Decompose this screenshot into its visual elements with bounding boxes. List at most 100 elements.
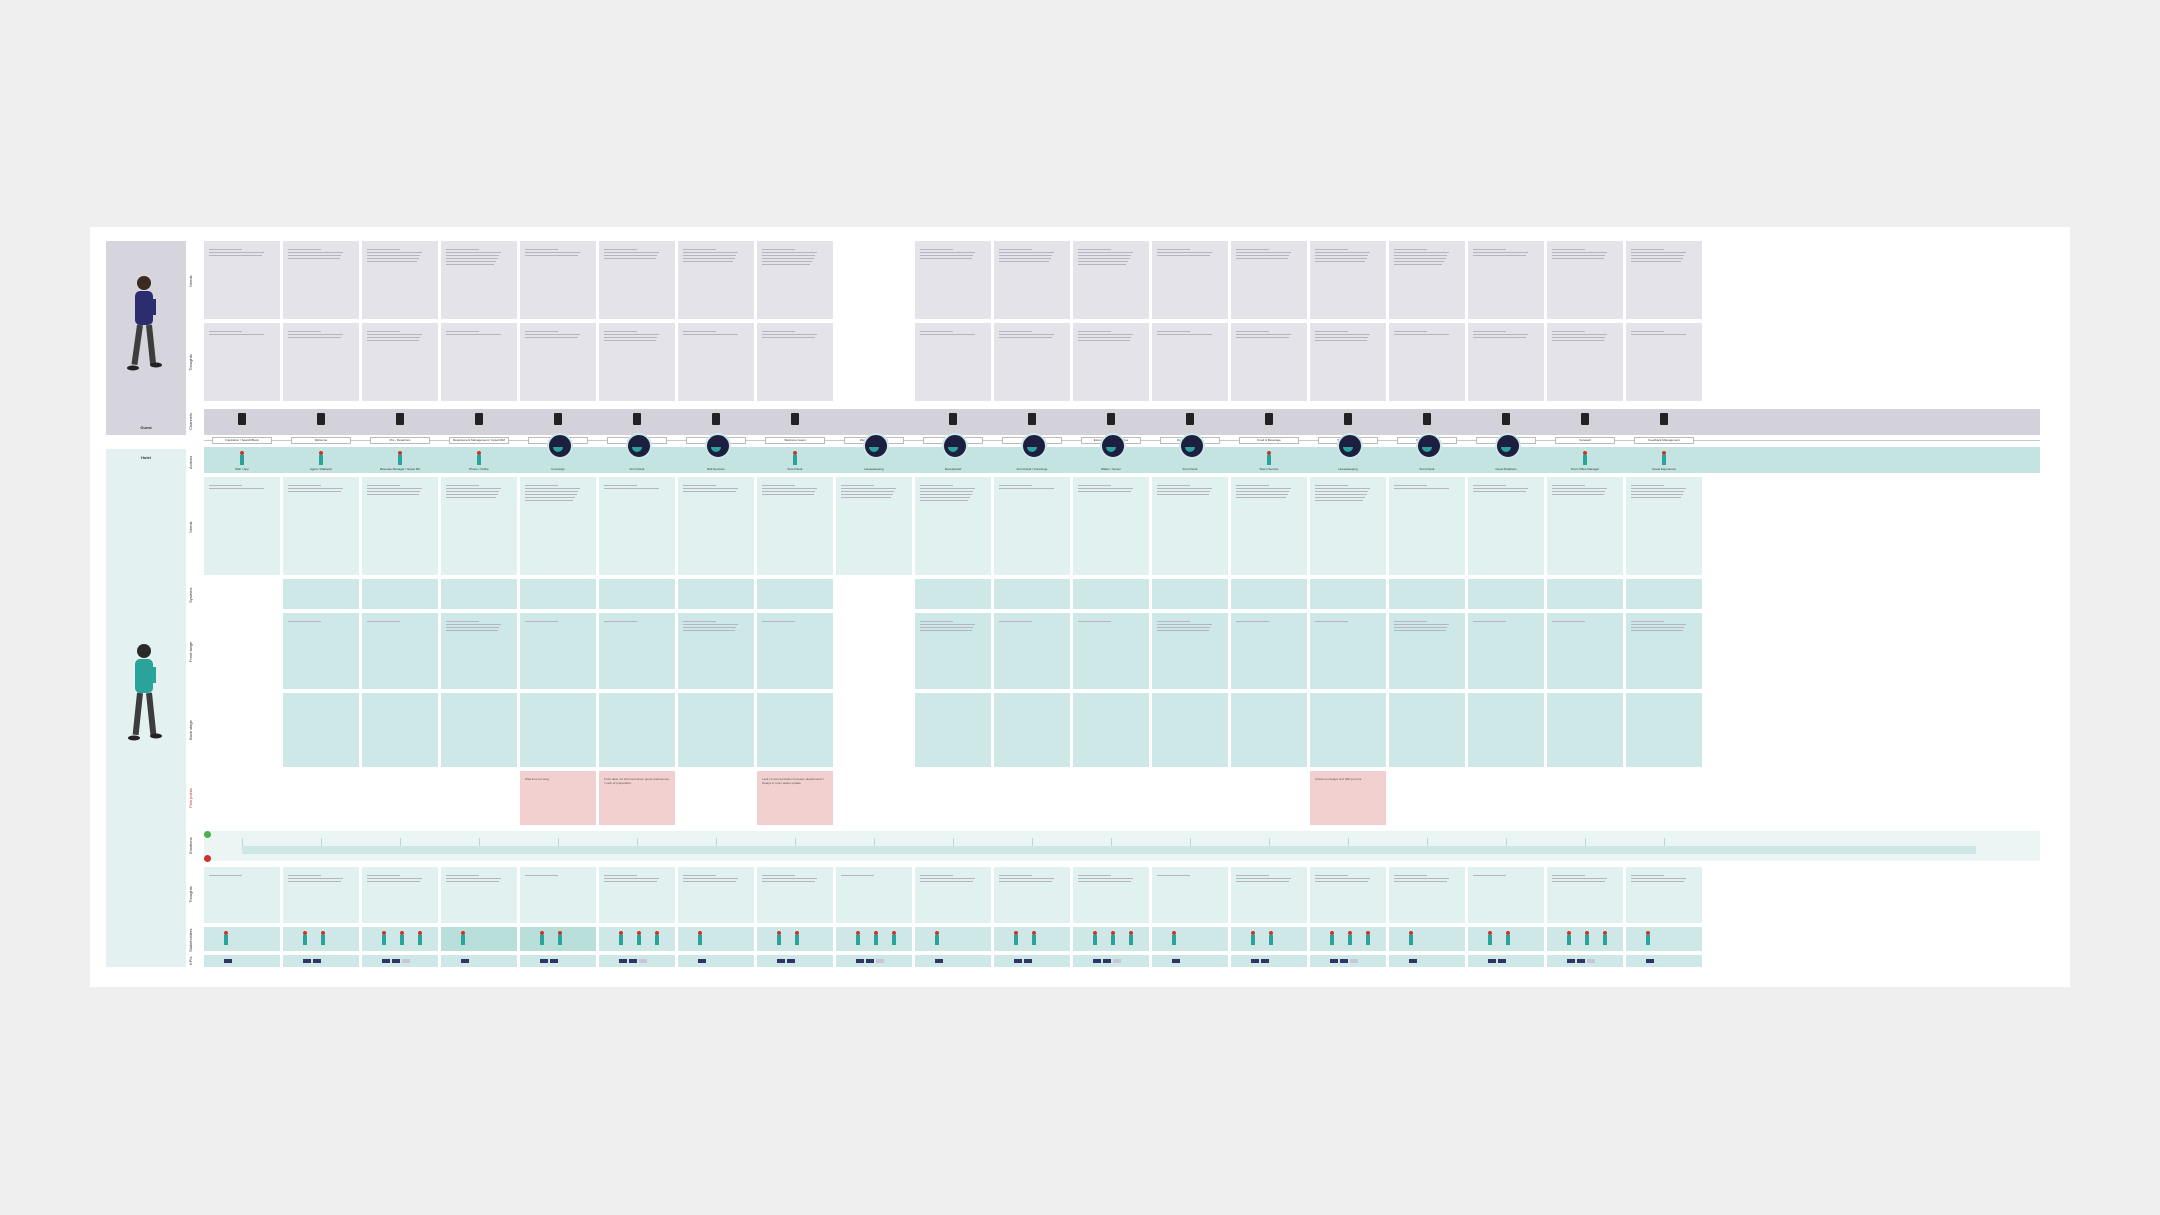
front-stage-cell[interactable] — [283, 613, 359, 689]
guest-thoughts-cell[interactable] — [1073, 323, 1149, 401]
hotel-needs-cell[interactable] — [915, 477, 991, 575]
guest-thoughts-cell[interactable] — [1468, 323, 1544, 401]
back-stage-cell[interactable] — [599, 693, 675, 767]
guest-needs-cell[interactable] — [599, 241, 675, 319]
stakeholder-cell[interactable] — [1310, 927, 1386, 951]
guest-needs-cell[interactable] — [1468, 241, 1544, 319]
back-stage-cell[interactable] — [1389, 693, 1465, 767]
kpi-cell[interactable] — [1231, 955, 1307, 967]
back-stage-cell[interactable] — [1626, 693, 1702, 767]
opportunity-cell[interactable] — [1231, 867, 1307, 923]
opportunity-cell[interactable] — [362, 867, 438, 923]
guest-thoughts-cell[interactable] — [1547, 323, 1623, 401]
hotel-systems-cell[interactable] — [1389, 579, 1465, 609]
front-stage-cell[interactable] — [362, 613, 438, 689]
back-stage-cell[interactable] — [1310, 693, 1386, 767]
back-stage-cell[interactable] — [520, 693, 596, 767]
opportunity-cell[interactable] — [836, 867, 912, 923]
opportunity-cell[interactable] — [1389, 867, 1465, 923]
front-stage-cell[interactable] — [599, 613, 675, 689]
guest-thoughts-cell[interactable] — [1152, 323, 1228, 401]
opportunity-cell[interactable] — [1152, 867, 1228, 923]
kpi-cell[interactable] — [599, 955, 675, 967]
front-stage-cell[interactable] — [1152, 613, 1228, 689]
stage-label[interactable]: Pre - Departure — [370, 437, 430, 444]
stakeholder-cell[interactable] — [362, 927, 438, 951]
hotel-needs-cell[interactable] — [1152, 477, 1228, 575]
guest-thoughts-cell[interactable] — [757, 323, 833, 401]
hotel-needs-cell[interactable] — [1073, 477, 1149, 575]
guest-thoughts-cell[interactable] — [204, 323, 280, 401]
hotel-systems-cell[interactable] — [1152, 579, 1228, 609]
guest-needs-cell[interactable] — [994, 241, 1070, 319]
guest-thoughts-cell[interactable] — [1231, 323, 1307, 401]
stakeholder-cell[interactable] — [1231, 927, 1307, 951]
front-stage-cell[interactable] — [915, 613, 991, 689]
opportunity-cell[interactable] — [757, 867, 833, 923]
hotel-needs-cell[interactable] — [599, 477, 675, 575]
guest-needs-cell[interactable] — [1152, 241, 1228, 319]
stage-label[interactable]: Inspiration / Search/Book — [212, 437, 272, 444]
guest-needs-cell[interactable] — [204, 241, 280, 319]
guest-thoughts-cell[interactable] — [283, 323, 359, 401]
back-stage-cell[interactable] — [1468, 693, 1544, 767]
kpi-cell[interactable] — [1310, 955, 1386, 967]
hotel-systems-cell[interactable] — [915, 579, 991, 609]
guest-needs-cell[interactable] — [441, 241, 517, 319]
guest-thoughts-cell[interactable] — [678, 323, 754, 401]
guest-thoughts-cell[interactable] — [1626, 323, 1702, 401]
guest-needs-cell[interactable] — [1310, 241, 1386, 319]
stakeholder-cell[interactable] — [1073, 927, 1149, 951]
front-stage-cell[interactable] — [1547, 613, 1623, 689]
hotel-needs-cell[interactable] — [836, 477, 912, 575]
kpi-cell[interactable] — [836, 955, 912, 967]
stakeholder-cell[interactable] — [1152, 927, 1228, 951]
guest-thoughts-cell[interactable] — [1310, 323, 1386, 401]
opportunity-cell[interactable] — [994, 867, 1070, 923]
front-stage-cell[interactable] — [1626, 613, 1702, 689]
front-stage-cell[interactable] — [1389, 613, 1465, 689]
guest-needs-cell[interactable] — [1626, 241, 1702, 319]
front-stage-cell[interactable] — [1310, 613, 1386, 689]
hotel-needs-cell[interactable] — [1626, 477, 1702, 575]
guest-thoughts-cell[interactable] — [599, 323, 675, 401]
kpi-cell[interactable] — [520, 955, 596, 967]
hotel-systems-cell[interactable] — [599, 579, 675, 609]
stakeholder-cell[interactable] — [1547, 927, 1623, 951]
hotel-systems-cell[interactable] — [994, 579, 1070, 609]
hotel-needs-cell[interactable] — [994, 477, 1070, 575]
kpi-cell[interactable] — [1152, 955, 1228, 967]
guest-needs-cell[interactable] — [362, 241, 438, 319]
opportunity-cell[interactable] — [915, 867, 991, 923]
stakeholder-cell[interactable] — [836, 927, 912, 951]
kpi-cell[interactable] — [283, 955, 359, 967]
stakeholder-cell[interactable] — [678, 927, 754, 951]
stakeholder-cell[interactable] — [1468, 927, 1544, 951]
opportunity-cell[interactable] — [599, 867, 675, 923]
kpi-cell[interactable] — [1389, 955, 1465, 967]
front-stage-cell[interactable] — [1231, 613, 1307, 689]
back-stage-cell[interactable] — [915, 693, 991, 767]
hotel-systems-cell[interactable] — [1468, 579, 1544, 609]
hotel-needs-cell[interactable] — [678, 477, 754, 575]
guest-thoughts-cell[interactable] — [915, 323, 991, 401]
back-stage-cell[interactable] — [362, 693, 438, 767]
hotel-systems-cell[interactable] — [757, 579, 833, 609]
pain-point-cell[interactable]: Lack of communication between department… — [757, 771, 833, 825]
guest-thoughts-cell[interactable] — [362, 323, 438, 401]
kpi-cell[interactable] — [441, 955, 517, 967]
guest-needs-cell[interactable] — [1073, 241, 1149, 319]
hotel-needs-cell[interactable] — [441, 477, 517, 575]
guest-thoughts-cell[interactable] — [1389, 323, 1465, 401]
kpi-cell[interactable] — [362, 955, 438, 967]
guest-needs-cell[interactable] — [678, 241, 754, 319]
front-stage-cell[interactable] — [1468, 613, 1544, 689]
opportunity-cell[interactable] — [1547, 867, 1623, 923]
hotel-needs-cell[interactable] — [1310, 477, 1386, 575]
hotel-systems-cell[interactable] — [1547, 579, 1623, 609]
pain-point-cell[interactable]: Wait time too long — [520, 771, 596, 825]
stakeholder-cell[interactable] — [599, 927, 675, 951]
hotel-needs-cell[interactable] — [1468, 477, 1544, 575]
kpi-cell[interactable] — [757, 955, 833, 967]
back-stage-cell[interactable] — [1073, 693, 1149, 767]
